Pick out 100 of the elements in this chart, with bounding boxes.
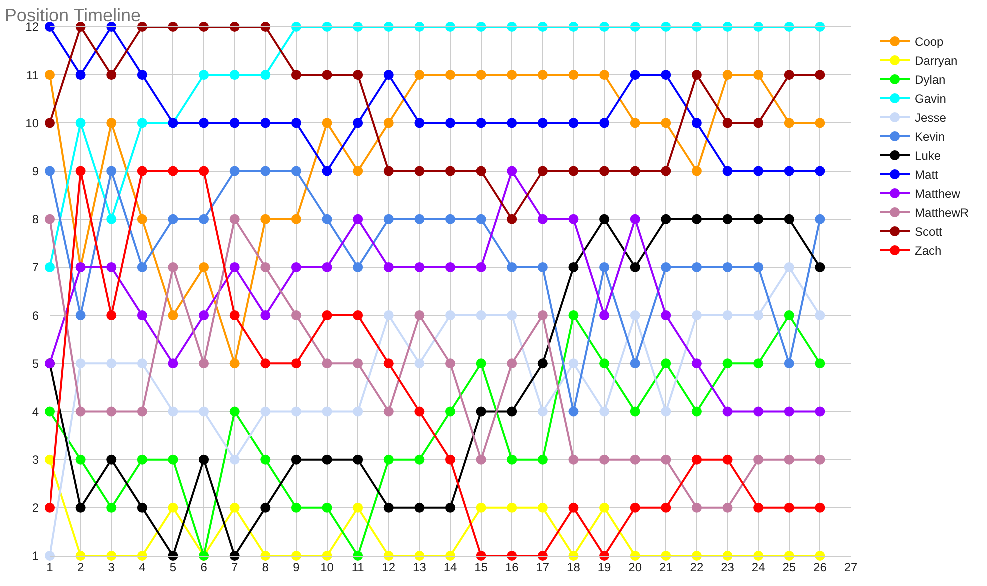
point bbox=[661, 502, 672, 513]
point bbox=[661, 166, 672, 176]
y-tick-label: 3 bbox=[32, 453, 40, 468]
point bbox=[45, 22, 55, 32]
x-tick-label: 18 bbox=[567, 560, 581, 574]
point bbox=[291, 214, 302, 224]
point bbox=[137, 262, 148, 272]
point bbox=[353, 166, 364, 176]
point bbox=[815, 70, 826, 80]
point bbox=[106, 70, 117, 80]
point bbox=[568, 454, 579, 465]
point bbox=[291, 310, 302, 321]
point bbox=[568, 214, 579, 224]
x-tick-label: 17 bbox=[536, 560, 550, 574]
point bbox=[414, 310, 425, 321]
point bbox=[106, 406, 117, 417]
point bbox=[600, 502, 610, 513]
point bbox=[600, 214, 610, 224]
point bbox=[322, 454, 332, 465]
point bbox=[661, 358, 672, 369]
point bbox=[538, 70, 548, 80]
point bbox=[507, 406, 518, 417]
point bbox=[538, 262, 548, 272]
point bbox=[291, 406, 302, 417]
legend-label: Coop bbox=[915, 35, 944, 50]
point bbox=[661, 454, 672, 465]
point bbox=[45, 214, 55, 224]
y-tick-label: 1 bbox=[32, 549, 40, 564]
y-tick-label: 2 bbox=[32, 501, 40, 516]
y-tick-label: 4 bbox=[32, 404, 40, 419]
point bbox=[507, 262, 518, 272]
point bbox=[630, 358, 640, 369]
point bbox=[291, 166, 302, 176]
y-tick-label: 7 bbox=[32, 260, 40, 275]
x-tick-label: 6 bbox=[200, 560, 208, 574]
point bbox=[106, 166, 117, 176]
point bbox=[353, 70, 364, 80]
point bbox=[45, 166, 55, 176]
point bbox=[106, 310, 117, 321]
point bbox=[692, 166, 702, 176]
point bbox=[230, 214, 240, 224]
point bbox=[168, 502, 178, 513]
point bbox=[722, 310, 733, 321]
point bbox=[507, 166, 518, 176]
x-tick-label: 12 bbox=[382, 560, 396, 574]
point bbox=[568, 118, 579, 128]
point bbox=[722, 214, 733, 224]
y-tick-label: 5 bbox=[32, 356, 40, 371]
point bbox=[784, 118, 794, 128]
point bbox=[322, 214, 332, 224]
point bbox=[630, 118, 640, 128]
point bbox=[137, 166, 148, 176]
point bbox=[754, 214, 764, 224]
point bbox=[137, 310, 148, 321]
point bbox=[353, 310, 364, 321]
point bbox=[353, 406, 364, 417]
point bbox=[291, 70, 302, 80]
point bbox=[692, 502, 702, 513]
point bbox=[692, 118, 702, 128]
point bbox=[322, 70, 332, 80]
point bbox=[661, 214, 672, 224]
point bbox=[384, 262, 394, 272]
point bbox=[476, 118, 486, 128]
point bbox=[322, 166, 332, 176]
point bbox=[784, 310, 794, 321]
point bbox=[784, 406, 794, 417]
point bbox=[353, 214, 364, 224]
point bbox=[476, 358, 486, 369]
point bbox=[199, 310, 210, 321]
legend-label: Luke bbox=[915, 149, 942, 164]
point bbox=[692, 454, 702, 465]
point bbox=[260, 166, 271, 176]
point bbox=[815, 166, 826, 176]
point bbox=[45, 406, 55, 417]
point bbox=[568, 406, 579, 417]
point bbox=[661, 262, 672, 272]
point bbox=[692, 214, 702, 224]
point bbox=[230, 406, 240, 417]
legend-label: Gavin bbox=[915, 92, 946, 106]
x-tick-label: 11 bbox=[352, 560, 365, 574]
point bbox=[76, 70, 86, 80]
point bbox=[137, 406, 148, 417]
point bbox=[538, 502, 548, 513]
point bbox=[106, 118, 117, 128]
x-tick-label: 15 bbox=[474, 560, 488, 574]
point bbox=[230, 70, 240, 80]
point bbox=[692, 406, 702, 417]
point bbox=[476, 70, 486, 80]
point bbox=[199, 214, 210, 224]
point bbox=[260, 406, 271, 417]
point bbox=[168, 406, 178, 417]
point bbox=[600, 358, 610, 369]
point bbox=[322, 406, 332, 417]
point bbox=[815, 214, 826, 224]
point bbox=[815, 310, 826, 321]
point bbox=[45, 262, 55, 272]
point bbox=[76, 358, 86, 369]
point bbox=[722, 502, 733, 513]
point bbox=[260, 262, 271, 272]
point bbox=[815, 262, 826, 272]
